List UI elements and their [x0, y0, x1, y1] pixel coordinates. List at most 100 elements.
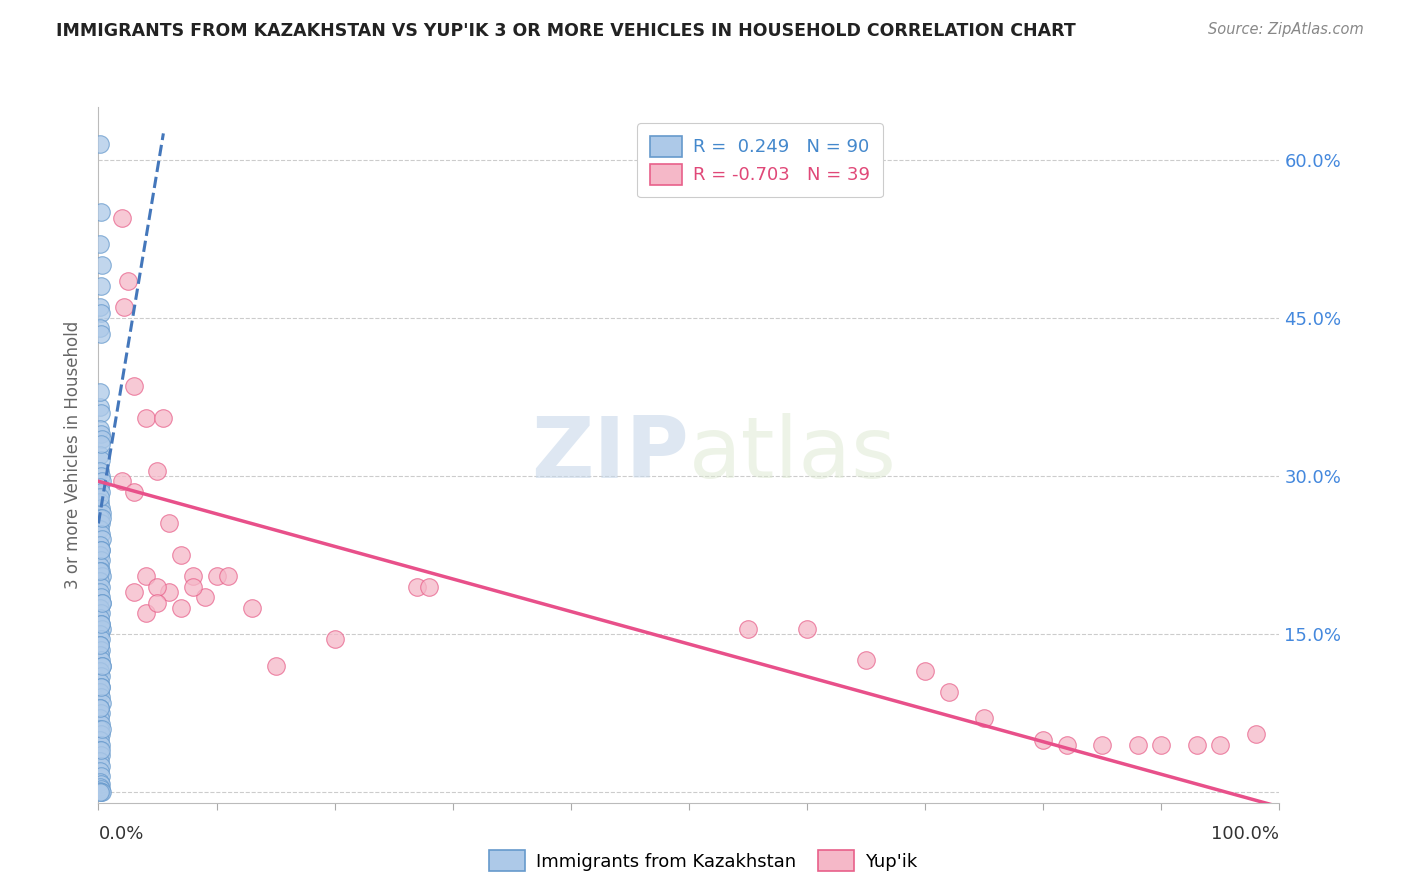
Point — [90, 527, 112, 541]
Point — [90, 406, 112, 420]
Point — [89, 664, 111, 678]
Point — [89, 711, 111, 725]
Point — [914, 664, 936, 678]
Point — [89, 638, 111, 652]
Point — [855, 653, 877, 667]
Point — [89, 401, 111, 415]
Point — [181, 580, 204, 594]
Point — [89, 522, 111, 536]
Point — [973, 711, 995, 725]
Point — [91, 533, 114, 547]
Point — [1150, 738, 1173, 752]
Point — [90, 782, 112, 797]
Point — [89, 548, 111, 562]
Point — [91, 658, 114, 673]
Point — [1091, 738, 1114, 752]
Point — [112, 301, 135, 315]
Point — [90, 653, 112, 667]
Point — [90, 690, 112, 705]
Point — [122, 379, 145, 393]
Point — [938, 685, 960, 699]
Text: Source: ZipAtlas.com: Source: ZipAtlas.com — [1208, 22, 1364, 37]
Point — [90, 542, 112, 557]
Point — [91, 595, 114, 609]
Point — [91, 432, 114, 446]
Point — [89, 558, 111, 573]
Point — [90, 632, 112, 647]
Point — [89, 479, 111, 493]
Text: IMMIGRANTS FROM KAZAKHSTAN VS YUP'IK 3 OR MORE VEHICLES IN HOUSEHOLD CORRELATION: IMMIGRANTS FROM KAZAKHSTAN VS YUP'IK 3 O… — [56, 22, 1076, 40]
Point — [90, 500, 112, 515]
Point — [406, 580, 429, 594]
Point — [89, 701, 111, 715]
Point — [90, 279, 112, 293]
Point — [90, 738, 112, 752]
Text: atlas: atlas — [689, 413, 897, 497]
Point — [91, 785, 114, 799]
Point — [89, 764, 111, 779]
Point — [90, 616, 112, 631]
Point — [89, 421, 111, 435]
Point — [1244, 727, 1267, 741]
Point — [89, 780, 111, 794]
Point — [89, 674, 111, 689]
Point — [89, 743, 111, 757]
Point — [90, 769, 112, 783]
Point — [264, 658, 287, 673]
Point — [89, 564, 111, 578]
Point — [122, 585, 145, 599]
Point — [111, 475, 134, 489]
Point — [90, 743, 112, 757]
Point — [1032, 732, 1054, 747]
Text: ZIP: ZIP — [531, 413, 689, 497]
Point — [1185, 738, 1208, 752]
Point — [146, 464, 169, 478]
Point — [91, 722, 114, 736]
Point — [157, 516, 180, 531]
Point — [91, 658, 114, 673]
Point — [89, 611, 111, 625]
Point — [89, 585, 111, 599]
Point — [90, 643, 112, 657]
Point — [135, 569, 157, 583]
Point — [90, 542, 112, 557]
Point — [91, 506, 114, 520]
Legend: R =  0.249   N = 90, R = -0.703   N = 39: R = 0.249 N = 90, R = -0.703 N = 39 — [637, 123, 883, 197]
Point — [90, 706, 112, 721]
Point — [91, 622, 114, 636]
Y-axis label: 3 or more Vehicles in Household: 3 or more Vehicles in Household — [65, 321, 83, 589]
Point — [91, 511, 114, 525]
Point — [240, 600, 263, 615]
Point — [90, 305, 112, 319]
Point — [90, 205, 112, 219]
Point — [90, 759, 112, 773]
Point — [89, 732, 111, 747]
Point — [90, 516, 112, 531]
Point — [90, 437, 112, 451]
Point — [89, 237, 111, 252]
Point — [90, 564, 112, 578]
Point — [90, 606, 112, 620]
Point — [146, 580, 169, 594]
Point — [170, 600, 193, 615]
Point — [90, 727, 112, 741]
Point — [89, 701, 111, 715]
Point — [89, 685, 111, 699]
Point — [1056, 738, 1078, 752]
Point — [146, 595, 169, 609]
Point — [181, 569, 204, 583]
Point — [89, 448, 111, 462]
Point — [89, 754, 111, 768]
Point — [194, 591, 217, 605]
Point — [91, 258, 114, 272]
Point — [89, 464, 111, 478]
Point — [152, 411, 174, 425]
Point — [91, 595, 114, 609]
Point — [89, 600, 111, 615]
Point — [89, 638, 111, 652]
Point — [170, 548, 193, 562]
Point — [91, 696, 114, 710]
Point — [89, 511, 111, 525]
Point — [90, 426, 112, 441]
Point — [90, 680, 112, 694]
